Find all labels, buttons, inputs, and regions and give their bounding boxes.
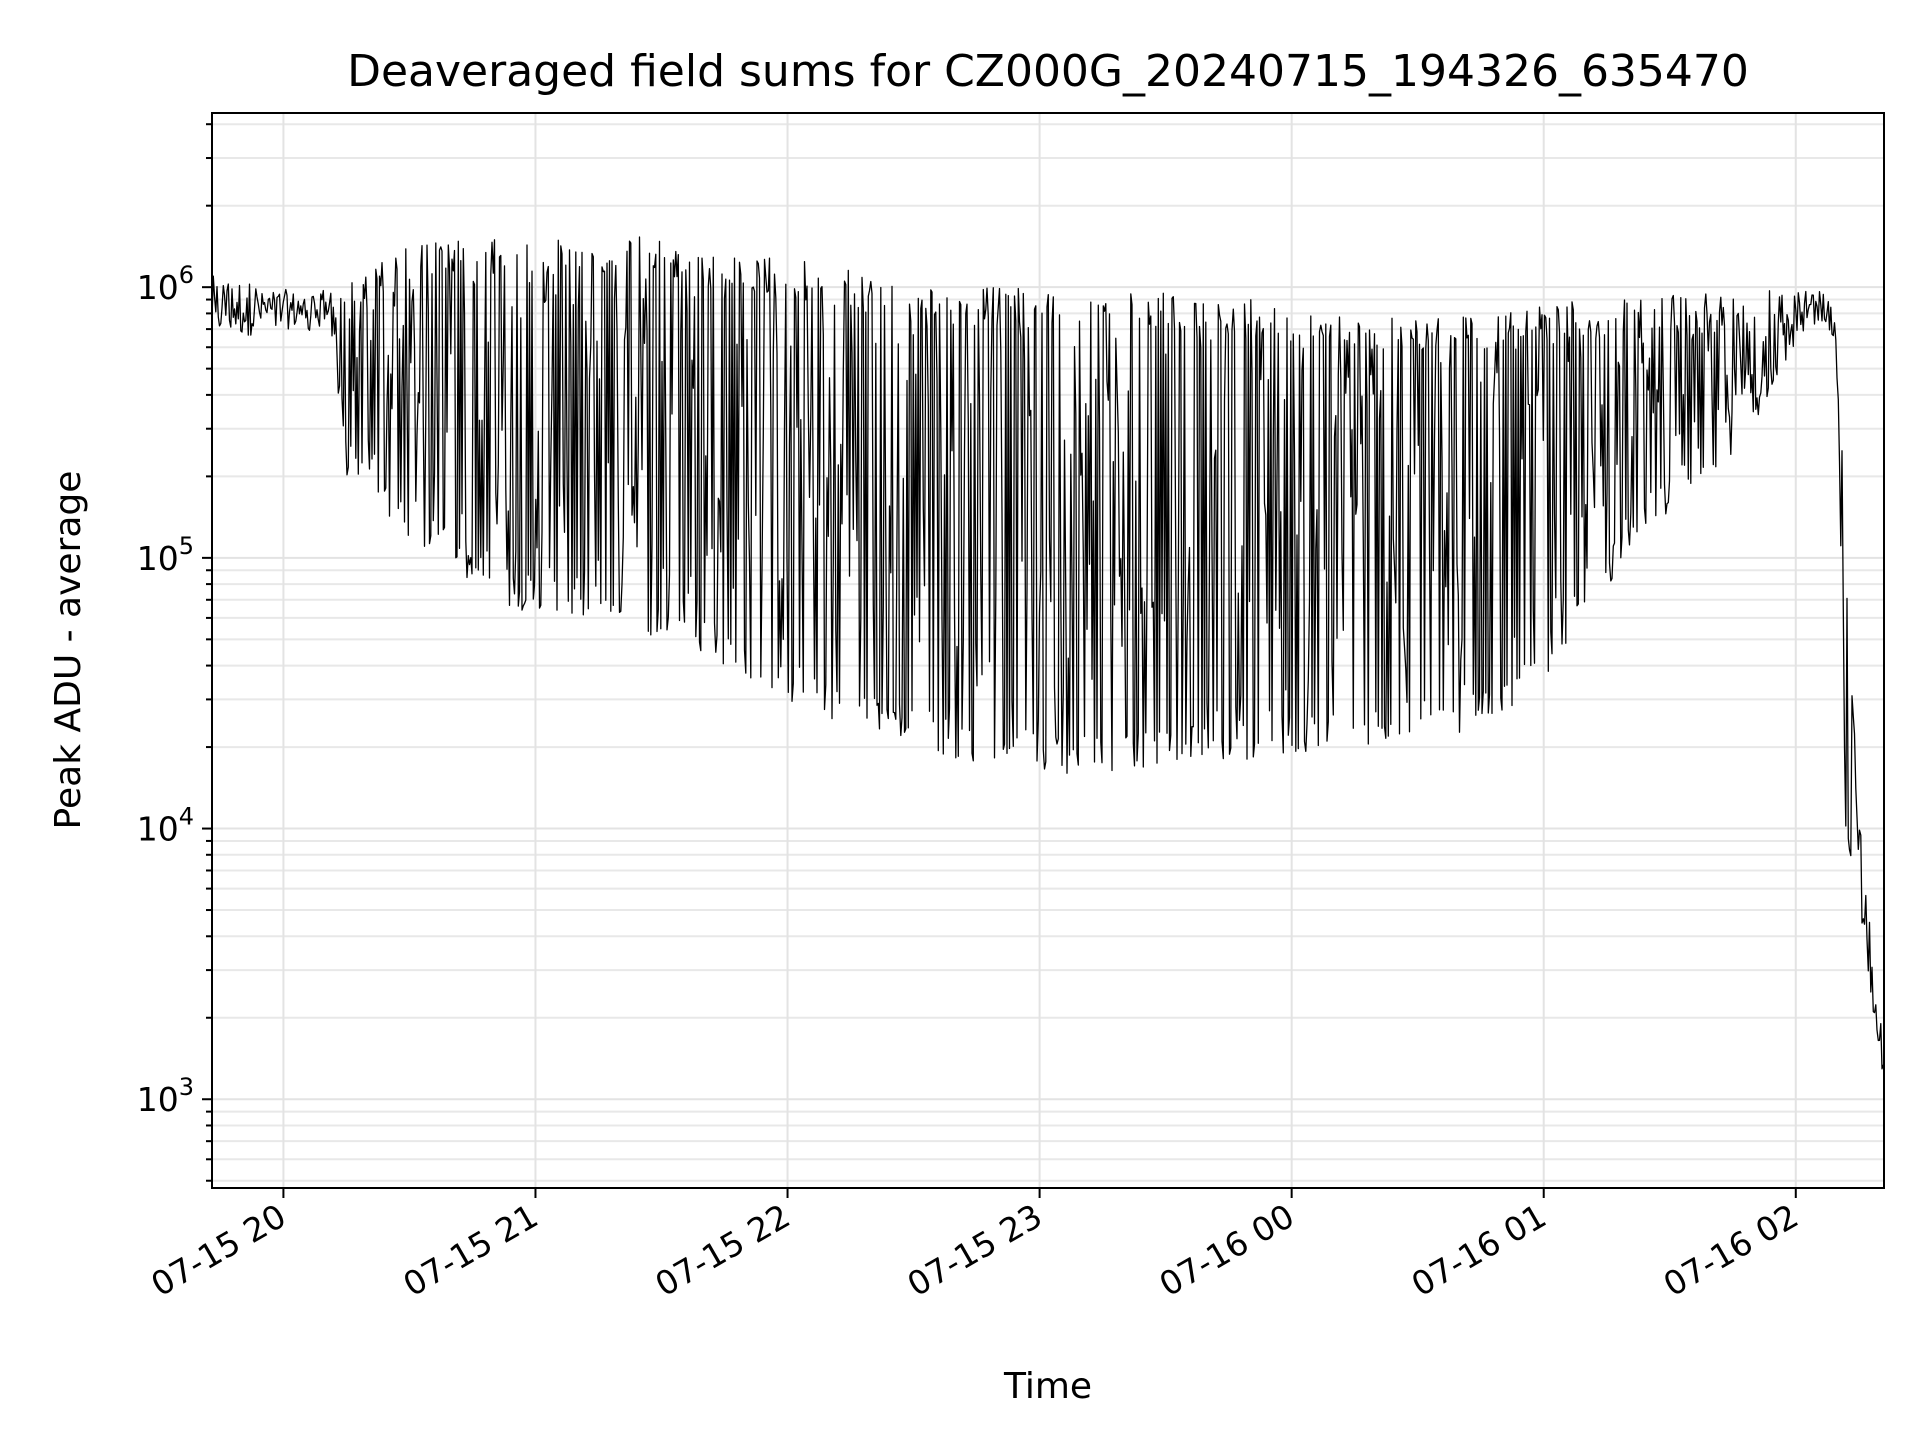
y-axis: 103 104 105 106 <box>137 123 212 1182</box>
x-tick-label: 07-16 00 <box>1153 1196 1301 1304</box>
data-series-line <box>211 236 1884 1070</box>
y-tick-label: 106 <box>137 261 194 307</box>
y-tick-label: 104 <box>137 803 194 849</box>
plot-area <box>211 236 1884 1070</box>
y-tick-label: 103 <box>137 1073 194 1119</box>
y-axis-label: Peak ADU - average <box>48 471 89 830</box>
x-tick-label: 07-15 21 <box>396 1196 544 1304</box>
x-tick-label: 07-16 02 <box>1657 1196 1805 1304</box>
x-tick-label: 07-15 23 <box>901 1196 1049 1304</box>
y-tick-label: 105 <box>137 532 194 578</box>
x-axis-label: Time <box>1003 1366 1092 1407</box>
chart-title: Deaveraged field sums for CZ000G_2024071… <box>347 46 1749 97</box>
x-tick-label: 07-16 01 <box>1405 1196 1553 1304</box>
x-tick-label: 07-15 20 <box>144 1196 292 1304</box>
x-axis: 07-15 20 07-15 21 07-15 22 07-15 23 07-16 00… <box>144 1188 1805 1304</box>
x-tick-label: 07-15 22 <box>649 1196 797 1304</box>
axes-frame <box>211 112 1885 1189</box>
